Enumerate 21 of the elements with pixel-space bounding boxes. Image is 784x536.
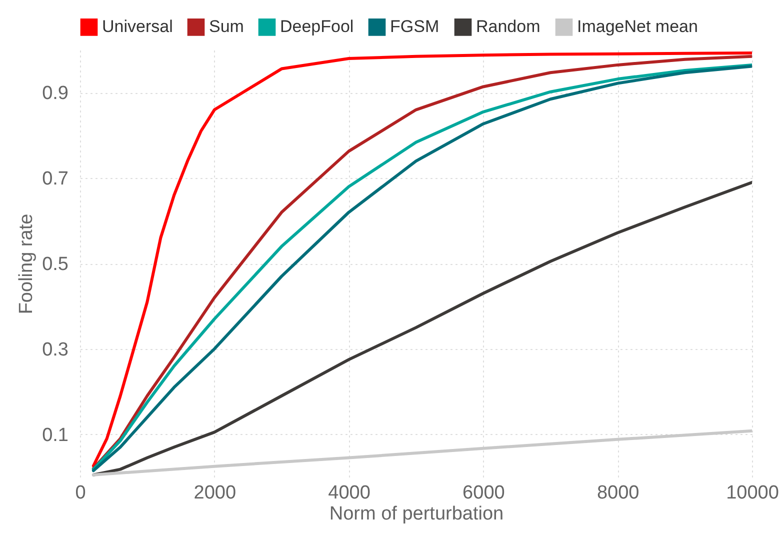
legend-label: Sum [209, 17, 244, 36]
legend-label: ImageNet mean [577, 17, 698, 36]
legend-label: Universal [102, 17, 173, 36]
line-series [92, 180, 752, 476]
y-tick-label: 0.1 [42, 424, 68, 446]
legend-label: Random [476, 17, 540, 36]
x-tick-label: 6000 [462, 482, 505, 504]
x-tick-label: 4000 [328, 482, 370, 504]
y-tick-label: 0.5 [42, 254, 68, 275]
y-tick-label: 0.3 [42, 339, 68, 360]
legend-label: DeepFool [280, 17, 354, 36]
line-series [92, 429, 752, 476]
legend-label: FGSM [390, 17, 440, 36]
x-tick-label: 10000 [726, 482, 779, 504]
y-tick-label: 0.9 [42, 83, 68, 104]
x-tick-label: 8000 [596, 482, 640, 504]
y-axis-title: Fooling rate [16, 214, 38, 314]
x-tick-label: 0 [75, 482, 86, 504]
y-tick-label: 0.7 [42, 168, 68, 190]
x-axis-title: Norm of perturbation [329, 504, 504, 524]
x-tick-label: 2000 [194, 482, 236, 504]
